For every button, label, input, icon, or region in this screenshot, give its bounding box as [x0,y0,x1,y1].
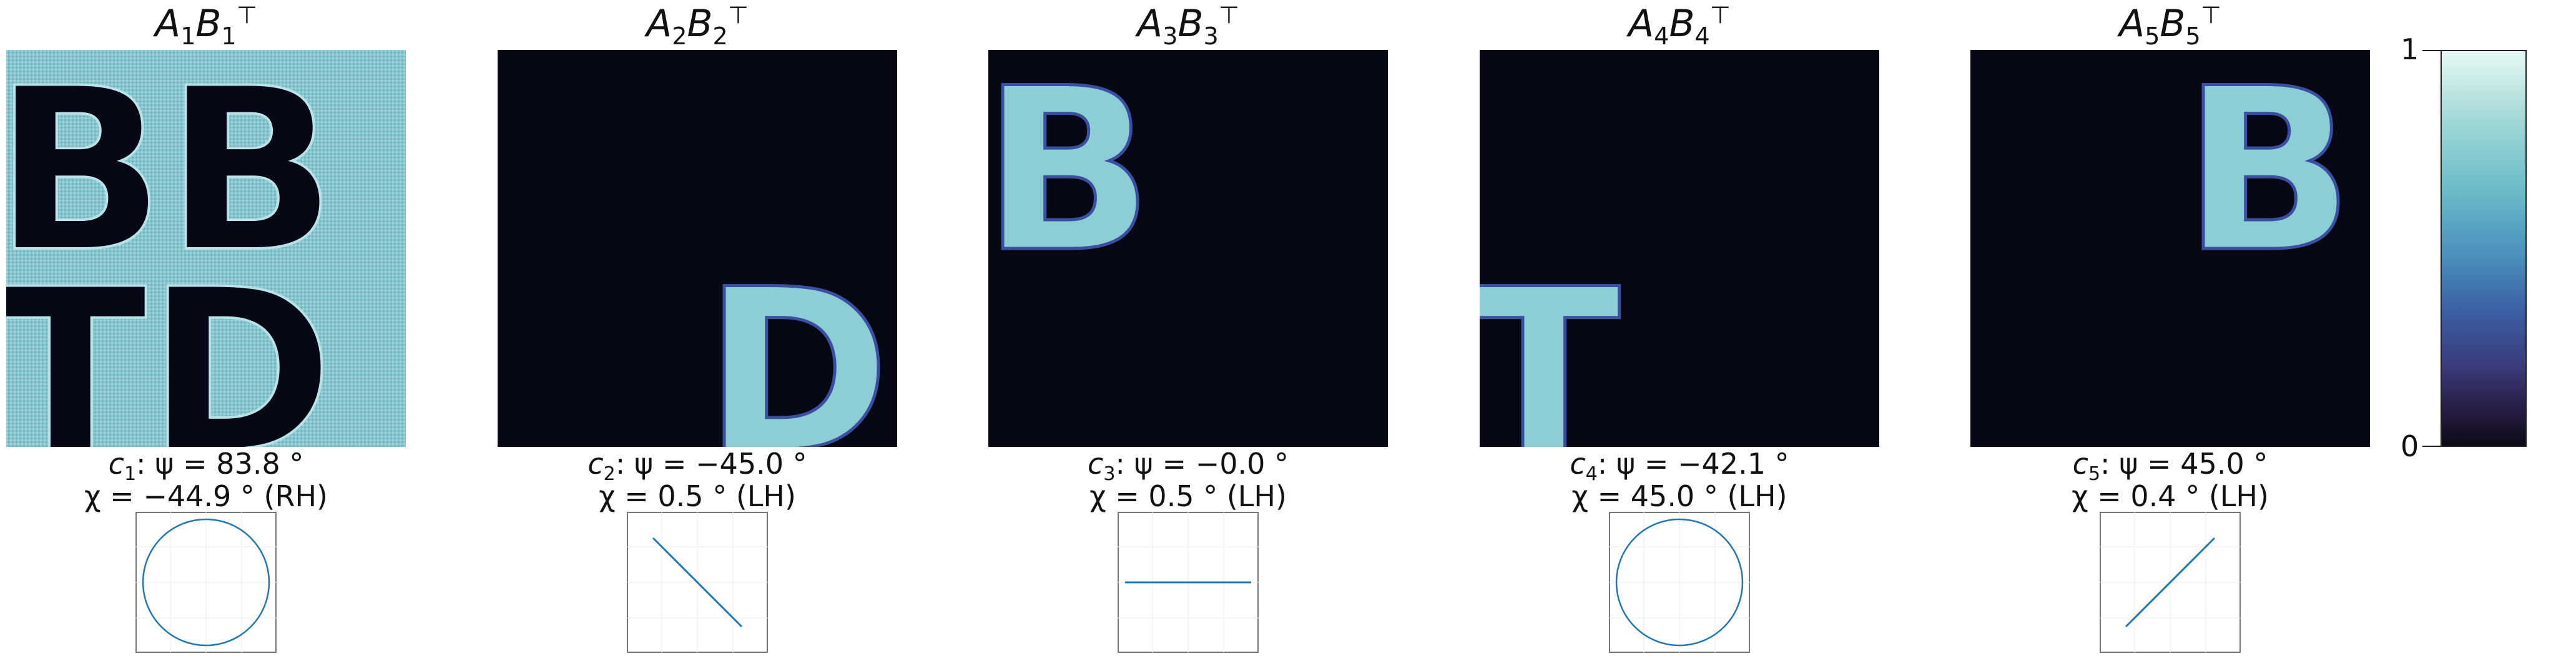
panel-1: A1B1⊤ BB TD c1: ψ = 83.8 ° χ = −44.9 ° (… [6,0,406,656]
svg-text:T: T [1480,241,1622,447]
polarization-ellipse-1 [135,512,277,653]
caption-psi: c2: ψ = −45.0 ° [587,447,807,486]
svg-text:D: D [704,241,890,447]
colorbar-tick-max [2422,50,2441,51]
caption-chi: χ = 0.4 ° (LH) [2072,479,2269,513]
svg-text:B: B [2183,50,2354,301]
heatmap-2: D [498,50,897,447]
panel-title: A3B3⊤ [1137,1,1239,50]
svg-text:TD: TD [6,241,333,447]
panel-2: A2B2⊤ D c2: ψ = −45.0 ° χ = 0.5 ° (LH) [498,0,897,656]
polarization-ellipse-5 [2100,512,2241,653]
heatmap-1: BB TD [6,50,406,447]
panel-5: A5B5⊤ B c5: ψ = 45.0 ° χ = 0.4 ° (LH) [1970,0,2370,656]
caption-chi: χ = 0.5 ° (LH) [1089,479,1287,513]
panel-3: A3B3⊤ B c3: ψ = −0.0 ° χ = 0.5 ° (LH) [988,0,1388,656]
caption-chi: χ = 45.0 ° (LH) [1571,479,1787,513]
colorbar-max-label: 1 [2401,32,2419,66]
svg-text:BB: BB [6,50,337,301]
polarization-ellipse-4 [1609,512,1750,653]
colorbar-tick-min [2422,446,2441,447]
panel-title: A1B1⊤ [155,1,257,50]
colorbar [2441,50,2527,447]
caption-psi: c1: ψ = 83.8 ° [108,447,304,486]
panel-title: A2B2⊤ [646,1,749,50]
caption-psi: c4: ψ = −42.1 ° [1570,447,1789,486]
heatmap-3: B [988,50,1388,447]
heatmap-4: T [1480,50,1879,447]
caption-chi: χ = −44.9 ° (RH) [84,479,328,513]
panel-title: A4B4⊤ [1628,1,1731,50]
caption-psi: c3: ψ = −0.0 ° [1088,447,1289,486]
panel-title: A5B5⊤ [2119,1,2221,50]
caption-psi: c5: ψ = 45.0 ° [2072,447,2268,486]
caption-chi: χ = 0.5 ° (LH) [599,479,796,513]
polarization-ellipse-2 [627,512,768,653]
heatmap-5: B [1970,50,2370,447]
colorbar-min-label: 0 [2401,429,2419,463]
polarization-ellipse-3 [1118,512,1259,653]
svg-text:B: B [988,50,1153,301]
panel-4: A4B4⊤ T c4: ψ = −42.1 ° χ = 45.0 ° (LH) [1480,0,1879,656]
